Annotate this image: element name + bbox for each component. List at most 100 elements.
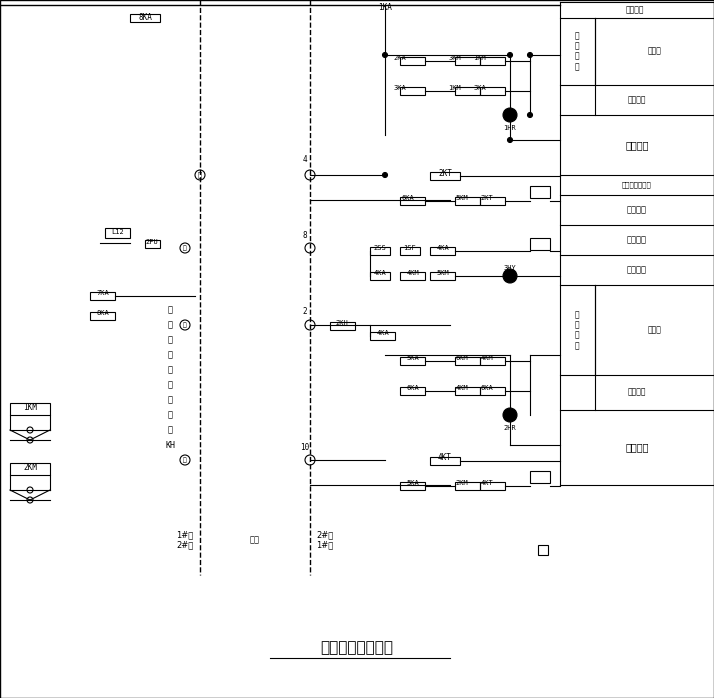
Text: 3KA: 3KA: [473, 85, 486, 91]
Text: 6KM: 6KM: [456, 355, 468, 361]
Circle shape: [508, 138, 513, 142]
Text: 1KA: 1KA: [378, 3, 392, 13]
Text: ⑦: ⑦: [183, 245, 187, 251]
Text: 2KM: 2KM: [456, 480, 468, 486]
Bar: [430, 247, 455, 255]
Circle shape: [503, 108, 517, 122]
Bar: [530, 471, 550, 483]
Text: 6KA: 6KA: [407, 385, 419, 391]
Text: KH: KH: [165, 440, 175, 450]
Bar: [400, 197, 425, 205]
Bar: [400, 247, 420, 255]
Text: 2KT: 2KT: [481, 195, 493, 201]
Text: 4KA: 4KA: [373, 270, 386, 276]
Text: 2KT: 2KT: [438, 168, 452, 177]
Text: 8KA: 8KA: [138, 13, 152, 22]
Text: 4KA: 4KA: [437, 245, 449, 251]
Text: 稳压泵二次原理图: 稳压泵二次原理图: [321, 641, 393, 655]
Text: 6KA: 6KA: [401, 195, 414, 201]
Text: 6KA: 6KA: [481, 385, 493, 391]
Bar: [145, 240, 160, 248]
Bar: [480, 197, 505, 205]
Text: 自动控制: 自动控制: [627, 265, 647, 274]
Bar: [430, 272, 455, 280]
Text: 路: 路: [168, 320, 173, 329]
Bar: [400, 357, 425, 365]
Text: 故障指示: 故障指示: [627, 235, 647, 244]
Text: 手动: 手动: [250, 535, 260, 544]
Circle shape: [383, 172, 388, 177]
Bar: [370, 272, 390, 280]
Text: 备用自投: 备用自投: [625, 140, 649, 150]
Bar: [400, 387, 425, 395]
Text: 5KM: 5KM: [437, 270, 449, 276]
Text: 1KM: 1KM: [23, 403, 37, 413]
Circle shape: [503, 269, 517, 283]
Circle shape: [508, 52, 513, 57]
Text: 4KT: 4KT: [481, 480, 493, 486]
Circle shape: [508, 112, 513, 117]
Bar: [430, 457, 460, 465]
Bar: [455, 357, 480, 365]
Text: ⑨: ⑨: [183, 457, 187, 463]
Text: 4KM: 4KM: [456, 385, 468, 391]
Bar: [480, 387, 505, 395]
Text: 2KA: 2KA: [393, 55, 406, 61]
Text: 全
压
运
行: 全 压 运 行: [575, 31, 579, 71]
Bar: [455, 57, 480, 65]
Text: 1#用
2#备: 1#用 2#备: [176, 530, 193, 550]
Bar: [538, 545, 548, 555]
Text: 2#用
1#备: 2#用 1#备: [316, 530, 333, 550]
Text: 2KH: 2KH: [336, 320, 348, 326]
Text: 2SS: 2SS: [373, 245, 386, 251]
Text: 控: 控: [168, 396, 173, 405]
Text: 自动控制: 自动控制: [625, 6, 644, 15]
Text: ②: ②: [183, 322, 187, 328]
Text: 7KA: 7KA: [96, 290, 109, 296]
Text: 3KA: 3KA: [393, 85, 406, 91]
Text: 开: 开: [168, 380, 173, 389]
Circle shape: [528, 112, 533, 117]
Text: 柜: 柜: [168, 426, 173, 434]
Text: 5KA: 5KA: [407, 355, 419, 361]
Text: 制: 制: [168, 410, 173, 419]
Text: 断: 断: [168, 306, 173, 315]
Text: 10: 10: [301, 443, 310, 452]
Bar: [455, 197, 480, 205]
Text: 4KA: 4KA: [376, 330, 389, 336]
Text: 手动控制: 手动控制: [627, 205, 647, 214]
Text: 器: 器: [168, 336, 173, 345]
Text: L12: L12: [111, 229, 124, 235]
Text: 备用自投: 备用自投: [625, 442, 649, 452]
Bar: [455, 87, 480, 95]
Text: 2FU: 2FU: [146, 239, 159, 245]
Bar: [400, 272, 425, 280]
Text: 5KA: 5KA: [407, 480, 419, 486]
Text: 8KA: 8KA: [96, 310, 109, 316]
Text: 备: 备: [168, 366, 173, 375]
Bar: [400, 57, 425, 65]
Bar: [90, 312, 115, 320]
Text: 8: 8: [303, 230, 307, 239]
Text: 1KM: 1KM: [448, 85, 461, 91]
Bar: [10, 403, 50, 415]
Text: 4KM: 4KM: [481, 355, 493, 361]
Text: 2KM: 2KM: [23, 463, 37, 473]
Text: 运行指示: 运行指示: [628, 387, 646, 396]
Bar: [455, 387, 480, 395]
Bar: [530, 186, 550, 198]
Bar: [370, 332, 395, 340]
Bar: [370, 247, 390, 255]
Text: 1SF: 1SF: [403, 245, 416, 251]
Text: 3KM: 3KM: [448, 55, 461, 61]
Bar: [480, 87, 505, 95]
Text: 2: 2: [303, 308, 307, 316]
Circle shape: [503, 408, 517, 422]
Bar: [90, 292, 115, 300]
Circle shape: [528, 52, 533, 57]
Text: 接触器: 接触器: [648, 47, 662, 56]
Bar: [480, 357, 505, 365]
Text: 全
压
运
行: 全 压 运 行: [575, 310, 579, 350]
Bar: [400, 482, 425, 490]
Bar: [480, 482, 505, 490]
